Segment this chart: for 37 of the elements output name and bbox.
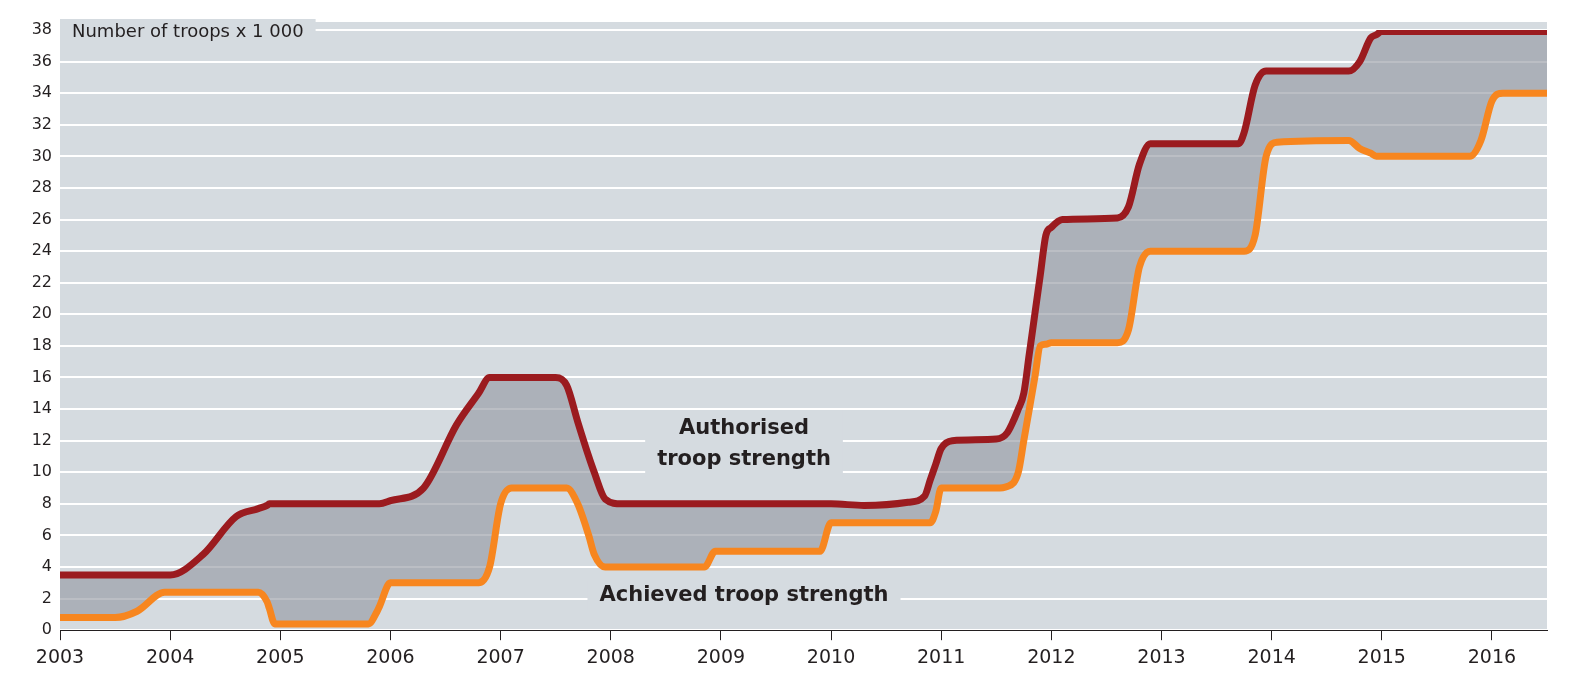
y-tick-label: 0 bbox=[41, 619, 52, 639]
y-tick-label: 18 bbox=[31, 335, 52, 355]
x-tick-label: 2007 bbox=[476, 644, 525, 667]
y-tick-label: 26 bbox=[31, 208, 52, 228]
y-tick-label: 16 bbox=[31, 366, 52, 386]
x-tick-label: 2006 bbox=[366, 644, 415, 667]
x-tick-label: 2010 bbox=[806, 644, 856, 667]
x-tick-label: 2016 bbox=[1467, 644, 1517, 667]
x-tick-label: 2014 bbox=[1247, 644, 1296, 667]
y-tick-label: 32 bbox=[31, 113, 52, 133]
y-tick-label: 10 bbox=[31, 461, 52, 481]
y-tick-label: 30 bbox=[31, 145, 52, 165]
series-label: Achieved troop strength bbox=[599, 581, 889, 606]
y-tick-label: 2 bbox=[41, 587, 52, 607]
y-axis-title: Number of troops x 1 000 bbox=[72, 19, 304, 41]
y-tick-label: 38 bbox=[31, 19, 52, 39]
y-tick-label: 22 bbox=[31, 271, 52, 291]
x-tick-label: 2004 bbox=[145, 644, 195, 667]
x-tick-label: 2005 bbox=[256, 644, 305, 667]
x-tick-label: 2015 bbox=[1357, 644, 1406, 667]
y-tick-label: 14 bbox=[31, 398, 52, 418]
x-tick-label: 2003 bbox=[35, 644, 85, 667]
y-tick-label: 12 bbox=[31, 429, 52, 449]
x-tick-label: 2012 bbox=[1027, 644, 1076, 667]
x-tick-label: 2009 bbox=[696, 644, 746, 667]
y-tick-label: 20 bbox=[31, 303, 52, 323]
x-tick-label: 2013 bbox=[1137, 644, 1186, 667]
series-label: Authorised troop strength bbox=[657, 414, 831, 470]
y-tick-label: 6 bbox=[41, 524, 52, 544]
y-tick-label: 28 bbox=[31, 177, 52, 197]
x-tick-label: 2008 bbox=[586, 644, 635, 667]
y-tick-label: 24 bbox=[31, 240, 52, 260]
y-tick-label: 36 bbox=[31, 50, 52, 70]
y-tick-label: 4 bbox=[41, 556, 52, 576]
y-tick-label: 34 bbox=[31, 82, 52, 102]
y-tick-label: 8 bbox=[41, 493, 52, 512]
x-tick-label: 2011 bbox=[917, 644, 966, 667]
